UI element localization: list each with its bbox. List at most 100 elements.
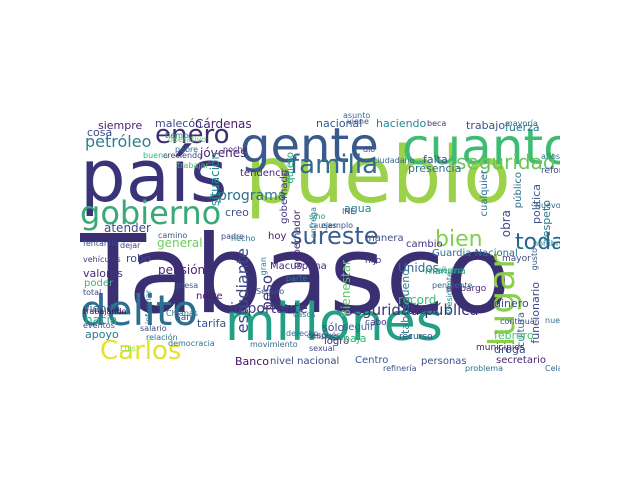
cloud-word: viene: [347, 117, 369, 126]
cloud-word: sólo: [322, 321, 345, 334]
cloud-word: jóvenes: [200, 146, 247, 160]
cloud-word: trabajar: [177, 161, 209, 170]
cloud-word: reforma: [541, 166, 560, 176]
cloud-word: petróleo: [85, 132, 152, 151]
cloud-word: fentanilo: [83, 239, 119, 248]
cloud-word: Celac: [545, 364, 560, 373]
cloud-word: personas: [421, 356, 467, 367]
cloud-word: gente: [240, 118, 379, 174]
cloud-word: hecho: [231, 234, 256, 243]
cloud-word: Lázaro: [402, 304, 439, 317]
cloud-word: público: [513, 172, 524, 209]
cloud-word: cabo: [365, 318, 387, 328]
cloud-word: estudiante: [233, 248, 252, 334]
cloud-word: mañana: [425, 266, 466, 277]
cloud-word: municipios: [476, 343, 525, 353]
cloud-word: Guardia Nacional: [432, 248, 518, 259]
cloud-word: nacional: [316, 117, 363, 130]
cloud-word: quiero: [285, 152, 296, 184]
cloud-word: salario: [140, 324, 167, 333]
cloud-word: padre: [221, 232, 245, 241]
cloud-word: INE: [342, 207, 356, 216]
cloud-word: informar: [144, 290, 153, 325]
cloud-word: manera: [365, 233, 404, 244]
cloud-word: bien: [435, 227, 483, 252]
cloud-word: agua: [344, 202, 372, 215]
cloud-word: San: [175, 313, 192, 323]
cloud-word: buena: [143, 151, 169, 160]
cloud-word: récord: [398, 293, 437, 307]
cloud-word: febrero: [494, 329, 534, 342]
cloud-word: pensión: [158, 263, 206, 277]
cloud-word: operativo: [168, 135, 207, 144]
cloud-word: fuerza: [505, 121, 540, 134]
cloud-word: años: [541, 152, 560, 161]
cloud-word: creo: [225, 206, 249, 219]
cloud-word: Luis: [120, 344, 136, 353]
cloud-word: Unidos: [398, 261, 439, 275]
cloud-word: funcionario: [529, 282, 542, 344]
cloud-word: Chiapas: [166, 309, 198, 318]
cloud-word: robo: [126, 252, 151, 265]
cloud-word: eventos: [83, 321, 115, 330]
cloud-word: después: [307, 331, 341, 340]
cloud-word: total: [83, 288, 102, 297]
cloud-word: valores: [83, 267, 123, 280]
cloud-word: secretario: [496, 355, 546, 366]
cloud-word: importante: [230, 301, 308, 317]
cloud-word: Carlos: [100, 336, 182, 366]
cloud-word: general: [157, 236, 203, 250]
cloud-word: sino: [309, 212, 326, 221]
cloud-word: continuar: [500, 317, 539, 326]
cloud-word: ejemplo: [321, 221, 354, 230]
cloud-word: pueblo: [245, 131, 511, 221]
cloud-word: mayor: [502, 254, 531, 264]
cloud-word: poder: [84, 278, 114, 289]
cloud-word: cualquier: [479, 170, 490, 217]
cloud-word: entrega: [309, 207, 318, 239]
cloud-word: cosa: [87, 126, 113, 139]
cloud-word: Bienestar: [339, 260, 353, 318]
cloud-word: problema: [465, 364, 504, 373]
cloud-word: cuanto: [402, 118, 560, 176]
cloud-word: derecho: [286, 329, 319, 338]
cloud-word: Presidente: [445, 272, 454, 315]
cloud-word: seguridad pública: [345, 301, 479, 319]
cloud-word: noche: [223, 145, 248, 154]
cloud-word: viendo: [83, 302, 121, 315]
cloud-word: camino: [158, 231, 188, 240]
cloud-word: movimiento: [250, 340, 298, 349]
cloud-word: dejar: [120, 241, 141, 250]
cloud-word: Seguro: [256, 287, 285, 296]
cloud-word: hoy: [268, 231, 287, 242]
cloud-word: tendencia: [240, 168, 290, 179]
cloud-word: baja: [343, 332, 367, 345]
cloud-word: presa: [176, 281, 199, 290]
cloud-word: maestro: [430, 266, 463, 275]
cloud-word: dinero: [494, 297, 529, 310]
cloud-word: norte: [196, 291, 223, 302]
cloud-word: gran: [259, 257, 268, 276]
cloud-word: hijo: [365, 256, 382, 266]
cloud-word: tarifa: [197, 317, 227, 330]
cloud-word: Banco: [235, 355, 270, 368]
cloud-word: asunto: [343, 112, 371, 120]
cloud-word: cambio: [406, 239, 443, 250]
cloud-word: logró: [324, 336, 350, 347]
cloud-word: recurso: [399, 332, 433, 342]
cloud-word: Tabasco: [80, 213, 511, 338]
cloud-word: enero: [155, 120, 230, 150]
cloud-word: mismo: [311, 332, 338, 341]
cloud-word: siempre: [98, 119, 143, 132]
cloud-word: nuevos: [545, 316, 560, 325]
cloud-word: gobierno: [80, 194, 222, 232]
cloud-word: seguridad: [456, 150, 556, 174]
cloud-word: creciendo: [163, 151, 203, 160]
cloud-word: país: [80, 134, 228, 218]
cloud-word: trabajando: [83, 307, 127, 316]
word-cloud: Tabasco pueblo país millones cuanto gente deli…: [80, 112, 560, 372]
cloud-word: sexual: [309, 344, 335, 353]
cloud-word: situación: [208, 152, 222, 207]
cloud-word: dio: [363, 145, 376, 154]
cloud-word: gusto: [530, 248, 539, 271]
